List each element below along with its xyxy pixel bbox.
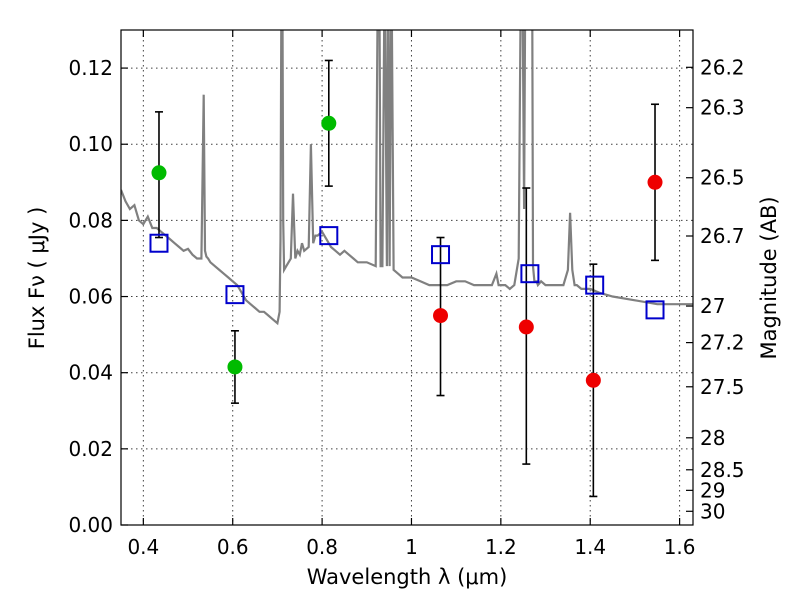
red-point-0: [433, 308, 449, 324]
red-point-2: [585, 372, 601, 388]
right-tick-label-4: 27: [700, 294, 725, 318]
green-point-1: [227, 359, 243, 375]
right-tick-label-8: 28.5: [700, 458, 745, 482]
blue-square-point-4: [520, 264, 540, 284]
blue-square-point-2: [319, 226, 339, 246]
y-axis-label: Flux Fν ( μJy ): [25, 207, 49, 350]
y-tick-label-1: 0.02: [68, 437, 113, 461]
right-tick-label-3: 26.7: [700, 224, 745, 248]
y-tick-label-0: 0.00: [68, 513, 113, 537]
y-tick-label-6: 0.12: [68, 56, 113, 80]
y-tick-label-5: 0.10: [68, 132, 113, 156]
green-point-0: [151, 165, 167, 181]
grid: [121, 30, 693, 526]
right-tick-label-2: 26.5: [700, 166, 745, 190]
data-points: [149, 59, 665, 498]
blue-square-point-3: [431, 245, 451, 265]
blue-square-point-1: [225, 285, 245, 305]
x-tick-label-2: 0.8: [306, 535, 338, 559]
blue-square-point-0: [149, 233, 169, 253]
y-tick-label-2: 0.04: [68, 361, 113, 385]
right-axis-label: Magnitude (AB): [757, 196, 781, 359]
x-tick-label-1: 0.6: [217, 535, 249, 559]
y-tick-label-4: 0.08: [68, 208, 113, 232]
right-tick-label-0: 26.2: [700, 55, 745, 79]
right-tick-label-1: 26.3: [700, 96, 745, 120]
plot-frame: [120, 29, 694, 526]
x-axis-ticks: 0.4 0.6 0.8 1 1.2 1.4 1.6: [127, 30, 696, 559]
right-tick-label-9: 29: [700, 478, 725, 502]
y-axis-ticks: 0.00 0.02 0.04 0.06 0.08 0.10 0.12: [68, 56, 128, 537]
model-spectrum-line: [121, 30, 693, 326]
y-tick-label-3: 0.06: [68, 285, 113, 309]
x-tick-label-4: 1.2: [485, 535, 517, 559]
right-tick-label-7: 28: [700, 426, 725, 450]
green-point-2: [321, 115, 337, 131]
right-tick-label-10: 30: [700, 499, 725, 523]
blue-square-point-5: [585, 275, 605, 295]
red-point-1: [518, 319, 534, 335]
x-tick-label-3: 1: [405, 535, 418, 559]
x-tick-label-0: 0.4: [127, 535, 159, 559]
right-tick-label-6: 27.5: [700, 375, 745, 399]
blue-square-point-6: [645, 300, 665, 320]
red-point-3: [647, 174, 663, 190]
model-spectrum: [121, 30, 693, 326]
right-tick-label-5: 27.2: [700, 331, 745, 355]
x-tick-label-6: 1.6: [664, 535, 696, 559]
x-tick-label-5: 1.4: [574, 535, 606, 559]
x-axis-label: Wavelength λ (μm): [307, 565, 508, 589]
